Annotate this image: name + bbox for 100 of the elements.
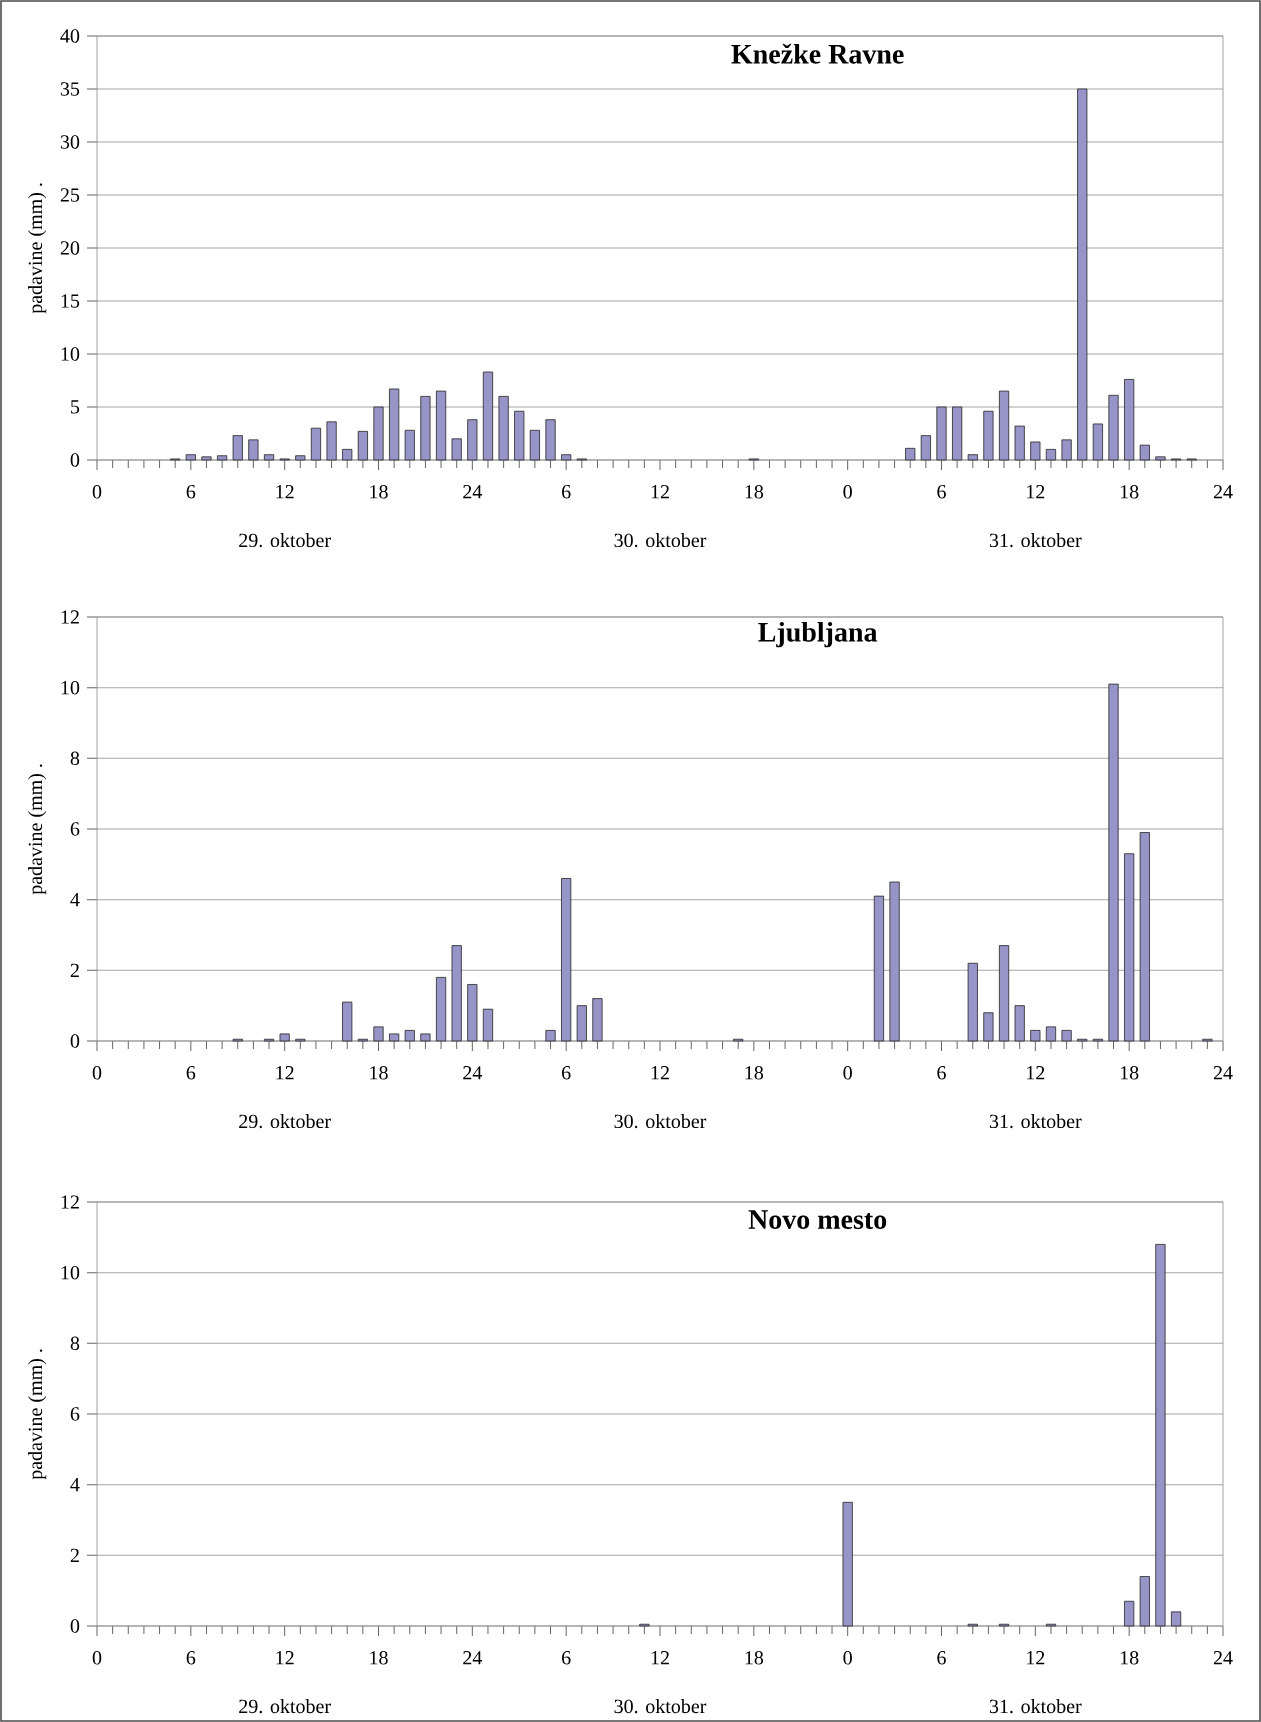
y-axis-title: padavine (mm) . <box>28 183 47 314</box>
x-tick-label: 12 <box>276 485 294 499</box>
x-tick-label: 24 <box>463 1651 483 1665</box>
y-tick-label: 4 <box>70 1478 80 1492</box>
x-tick-label: 24 <box>463 1066 483 1080</box>
text: 30. oktober <box>614 1699 707 1714</box>
bar <box>295 455 306 461</box>
bar <box>529 429 540 461</box>
bar <box>998 390 1010 461</box>
x-tick-label: 24 <box>1213 1066 1233 1080</box>
x-tick-label: 12 <box>1027 1651 1045 1665</box>
bar <box>905 447 916 461</box>
text: 31. oktober <box>989 533 1082 548</box>
bar <box>998 945 1010 1042</box>
x-tick-label: 6 <box>937 485 946 499</box>
y-tick-label: 15 <box>61 294 80 308</box>
y-tick-label: 5 <box>71 400 80 414</box>
bar <box>545 1029 556 1042</box>
bar <box>420 395 431 461</box>
bar <box>1092 423 1103 461</box>
bar <box>1108 683 1119 1042</box>
bar <box>389 1033 400 1042</box>
bar <box>263 454 275 461</box>
text: 31. oktober <box>989 1699 1082 1714</box>
y-tick-label: 12 <box>61 610 79 624</box>
y-axis-title: padavine (mm) . <box>28 1349 47 1480</box>
bar <box>967 454 978 461</box>
y-tick-label: 0 <box>70 1034 80 1048</box>
x-tick-label: 18 <box>745 485 764 499</box>
y-tick-label: 8 <box>70 1336 80 1351</box>
text: 29. oktober <box>239 1114 331 1129</box>
bar <box>342 448 353 461</box>
bar <box>248 439 259 461</box>
bar <box>357 430 368 461</box>
bar <box>404 429 415 461</box>
bar <box>1170 1611 1182 1627</box>
bar <box>1139 832 1150 1042</box>
bar <box>435 390 447 461</box>
bar <box>1030 1029 1041 1042</box>
y-tick-label: 6 <box>70 822 80 836</box>
bar <box>592 998 603 1042</box>
x-tick-label: 24 <box>463 485 483 499</box>
chart-title: Ljubljana <box>758 621 878 648</box>
y-tick-label: 12 <box>61 1195 79 1209</box>
y-tick-label: 10 <box>61 1265 80 1280</box>
x-tick-label: 0 <box>92 1066 102 1080</box>
y-tick-label: 2 <box>70 1548 79 1562</box>
x-tick-label: 6 <box>562 1066 571 1080</box>
text: 30. oktober <box>614 533 707 548</box>
bar <box>467 984 478 1042</box>
bar <box>1061 1029 1072 1042</box>
x-tick-label: 18 <box>370 485 388 499</box>
bar <box>1155 456 1166 461</box>
x-tick-label: 18 <box>745 1066 764 1080</box>
x-tick-label: 12 <box>651 485 669 499</box>
x-tick-label: 12 <box>1027 1066 1045 1080</box>
chart-title: Novo mesto <box>748 1210 887 1229</box>
bar <box>404 1029 415 1042</box>
bar <box>1139 1576 1150 1627</box>
bar <box>279 1033 290 1042</box>
x-tick-label: 6 <box>562 485 571 499</box>
y-tick-label: 10 <box>61 347 80 361</box>
bar <box>1139 444 1150 461</box>
bar <box>185 454 196 461</box>
y-tick-label: 6 <box>70 1407 80 1421</box>
x-tick-label: 18 <box>1120 1066 1139 1080</box>
text: 29. oktober <box>239 533 331 548</box>
text: 30. oktober <box>614 1114 707 1129</box>
chart-title: Knežke Ravne <box>731 43 904 64</box>
y-tick-label: 0 <box>70 453 80 467</box>
bar <box>561 454 572 461</box>
x-tick-label: 0 <box>92 485 102 499</box>
bar <box>326 421 337 461</box>
y-tick-label: 10 <box>61 680 80 695</box>
x-tick-label: 12 <box>276 1651 294 1665</box>
x-tick-label: 12 <box>276 1066 294 1080</box>
x-tick-label: 6 <box>186 1066 196 1080</box>
bar <box>451 945 462 1042</box>
y-tick-label: 40 <box>60 29 80 43</box>
bar <box>482 371 494 461</box>
y-tick-label: 25 <box>60 188 80 202</box>
bar <box>310 427 322 461</box>
bar <box>561 878 572 1042</box>
x-tick-label: 0 <box>843 485 852 499</box>
x-tick-label: 6 <box>937 1066 946 1080</box>
x-tick-label: 18 <box>1120 1651 1139 1665</box>
bar <box>467 419 478 461</box>
x-tick-label: 0 <box>843 1651 852 1665</box>
bar <box>232 435 243 461</box>
bar <box>1108 394 1119 461</box>
bar <box>201 456 212 461</box>
x-tick-label: 18 <box>370 1651 388 1665</box>
bar <box>498 395 509 461</box>
x-tick-label: 24 <box>1213 1651 1233 1665</box>
bar <box>1061 439 1072 461</box>
bar <box>873 895 885 1042</box>
bar <box>1124 853 1135 1042</box>
y-axis-title: padavine (mm) . <box>28 764 47 895</box>
x-tick-label: 12 <box>1027 485 1045 499</box>
bar <box>889 881 900 1042</box>
